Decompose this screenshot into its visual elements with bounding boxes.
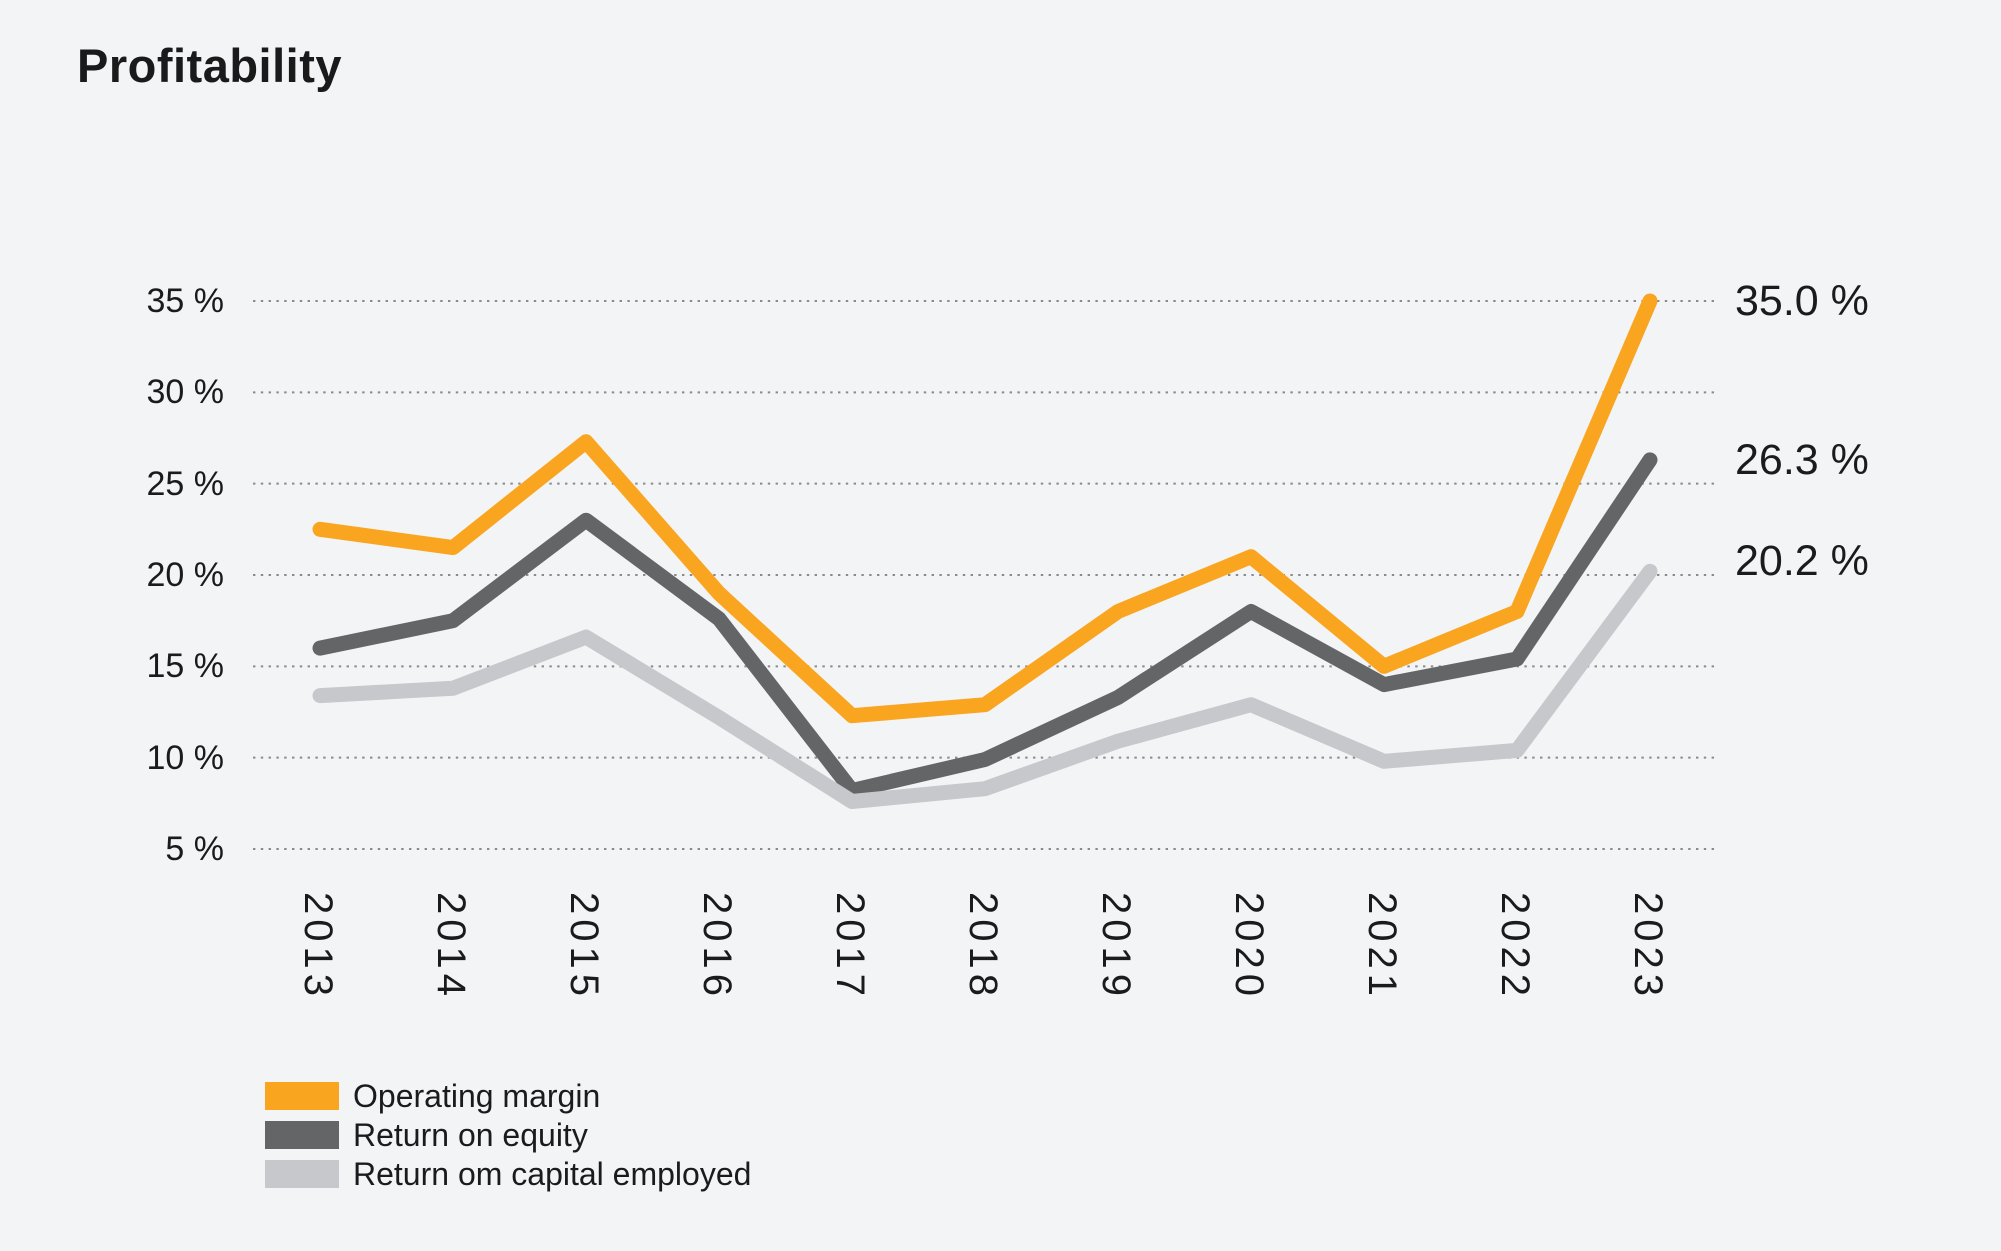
x-axis-year-label: 2015 — [562, 892, 606, 1001]
legend-row-operating-margin: Operating margin — [265, 1078, 751, 1114]
x-axis-year-label: 2018 — [961, 892, 1005, 1001]
x-axis-year-labels: 2013 2014 2015 2016 2017 2018 2019 2020 2021 2022… — [296, 892, 1670, 1001]
legend-swatch-return-om-capital-employed — [265, 1160, 339, 1188]
x-axis-year-label: 2019 — [1094, 892, 1138, 1001]
y-axis-tick-label: 25 % — [146, 464, 225, 503]
y-axis-tick-label: 15 % — [146, 647, 225, 686]
series-line-return-om-capital-employed — [312, 563, 1658, 809]
legend-swatch-return-on-equity — [265, 1121, 339, 1149]
legend-label-return-on-equity: Return on equity — [353, 1116, 588, 1153]
y-axis-tick-label: 35 % — [146, 282, 225, 320]
x-axis-year-label: 2013 — [296, 892, 340, 1001]
legend-label-operating-margin: Operating margin — [353, 1077, 601, 1114]
x-axis-year-label: 2017 — [828, 892, 872, 1001]
legend-label-return-om-capital-employed: Return om capital employed — [353, 1155, 752, 1192]
y-axis-tick-label: 5 % — [165, 830, 224, 868]
x-axis-year-label: 2016 — [695, 892, 739, 1001]
series-line-operating-margin — [312, 293, 1658, 724]
legend-row-return-on-equity: Return on equity — [265, 1117, 751, 1153]
x-axis-year-label: 2023 — [1626, 892, 1670, 1001]
x-axis-year-label: 2020 — [1227, 892, 1271, 1001]
series-lines — [312, 293, 1658, 809]
y-axis-tick-label: 20 % — [146, 556, 225, 594]
x-axis-year-label: 2014 — [429, 892, 473, 1001]
y-axis-tick-label: 10 % — [146, 738, 225, 777]
chart-title: Profitability — [77, 39, 343, 92]
x-axis-year-label: 2022 — [1493, 892, 1537, 1001]
series-line-return-on-equity — [312, 452, 1658, 798]
series-end-value-label: 35.0 % — [1735, 277, 1869, 325]
legend-row-return-om-capital-employed: Return om capital employed — [265, 1156, 751, 1192]
series-end-value-label: 26.3 % — [1735, 435, 1869, 484]
legend-swatch-operating-margin — [265, 1082, 339, 1110]
y-axis-tick-label: 30 % — [146, 373, 225, 412]
legend: Operating margin Return on equity Return… — [265, 1078, 751, 1199]
series-end-value-label: 20.2 % — [1735, 537, 1869, 586]
x-axis-year-label: 2021 — [1360, 892, 1404, 1001]
